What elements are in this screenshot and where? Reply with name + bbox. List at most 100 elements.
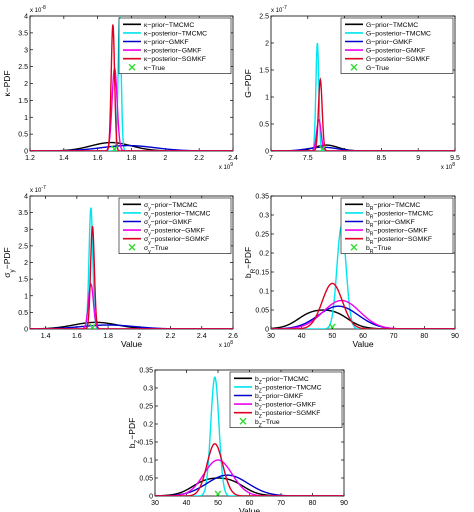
true-marker xyxy=(111,145,119,151)
y-tick-label: 3 xyxy=(24,47,28,54)
y-tick-label: 0.35 xyxy=(139,368,153,375)
y-tick-label: 0.5 xyxy=(259,122,269,129)
plot-area xyxy=(30,207,233,329)
subplot-2: 7 7.5 8 8.5 9 9.5 0 0.5 1 1.5 2 2.5x 10-7 x 108 G−PDF… xyxy=(243,5,460,171)
legend-marker xyxy=(239,417,247,425)
x-tick-label: 2.2 xyxy=(194,155,204,162)
x-tick-label: 2.4 xyxy=(228,155,238,162)
legend-label: bR−True xyxy=(366,245,391,255)
legend-label: G−prior−GMKF xyxy=(366,39,412,46)
y-tick-label: 1.5 xyxy=(18,98,28,105)
y-tick-label: 0.3 xyxy=(259,213,269,220)
y-exponent-label: x 10-7 xyxy=(271,5,287,14)
y-tick-label: 1.5 xyxy=(18,277,28,284)
subplot-5: 30 40 50 60 70 80 90 0 0.05 0.1 0.15 0.2 0.25 0.3 0.35… xyxy=(127,368,348,512)
x-tick-label: 60 xyxy=(246,500,254,507)
x-axis-label: Value xyxy=(121,339,142,349)
x-exponent-label: x 108 xyxy=(441,162,455,171)
y-tick-label: 0.3 xyxy=(143,386,153,393)
y-tick-label: 0.25 xyxy=(255,232,269,239)
plot-area xyxy=(30,16,233,151)
y-tick-label: 0 xyxy=(24,327,28,334)
legend-label: κ−posterior−SGMKF xyxy=(144,56,206,63)
legend-label: bZ−posterior−SGMKF xyxy=(255,410,320,420)
y-tick-label: 0 xyxy=(24,149,28,156)
y-tick-label: 4 xyxy=(24,194,28,201)
legend-label: σy−posterior−GMKF xyxy=(144,228,205,238)
x-tick-label: 1.4 xyxy=(59,155,69,162)
legend-label: bZ−True xyxy=(255,419,280,429)
y-tick-label: 0.15 xyxy=(139,440,153,447)
legend-label: κ−posterior−GMKF xyxy=(144,48,201,55)
y-tick-label: 0.35 xyxy=(255,194,269,201)
y-tick-label: 0 xyxy=(149,494,153,501)
x-tick-label: 2.4 xyxy=(197,333,207,340)
x-axis-label: Value xyxy=(239,506,260,512)
x-tick-label: 70 xyxy=(390,333,398,340)
legend-box xyxy=(118,197,232,254)
y-exponent-label: x 10-7 xyxy=(30,185,46,194)
y-tick-label: 0.05 xyxy=(139,476,153,483)
y-tick-label: 4 xyxy=(24,14,28,21)
x-tick-label: 7 xyxy=(269,155,273,162)
legend-label: κ−prior−GMKF xyxy=(144,39,189,46)
x-exponent-power: 8 xyxy=(230,340,233,346)
legend-label: bR−prior−GMKF xyxy=(366,219,415,229)
x-tick-label: 50 xyxy=(214,500,222,507)
x-tick-label: 40 xyxy=(298,333,306,340)
x-tick-label: 1.8 xyxy=(103,333,113,340)
y-tick-label: 1 xyxy=(265,95,269,102)
series-line-3 xyxy=(271,305,455,329)
y-tick-label: 3 xyxy=(24,227,28,234)
y-exponent-power: -8 xyxy=(41,5,46,11)
legend-label: bZ−prior−GMKF xyxy=(255,393,303,403)
x-tick-label: 9.5 xyxy=(450,155,460,162)
y-tick-label: 1.5 xyxy=(259,68,269,75)
series-line-1 xyxy=(155,477,344,496)
legend-marker xyxy=(350,243,358,251)
legend-label: G−posterior−GMKF xyxy=(366,48,425,55)
legend-label: bZ−posterior−TMCMC xyxy=(255,384,322,394)
legend-label: bZ−posterior−GMKF xyxy=(255,402,316,412)
plot-area xyxy=(271,42,455,151)
legend: σy−prior−TMCMCσy−posterior−TMCMCσy−prior… xyxy=(118,197,232,255)
series-line-4 xyxy=(271,299,455,329)
legend-label: κ−True xyxy=(144,65,165,72)
legend-label: bZ−prior−TMCMC xyxy=(255,376,309,386)
legend-label: σy−True xyxy=(144,245,169,255)
y-tick-label: 0.25 xyxy=(139,404,153,411)
x-tick-label: 30 xyxy=(151,500,159,507)
x-tick-label: 1.6 xyxy=(93,155,103,162)
legend-label: κ−posterior−TMCMC xyxy=(144,30,207,37)
x-exponent-power: 9 xyxy=(230,162,233,168)
true-marker xyxy=(319,145,327,151)
x-tick-label: 40 xyxy=(183,500,191,507)
x-tick-label: 8.5 xyxy=(377,155,387,162)
x-tick-label: 2 xyxy=(163,155,167,162)
y-tick-label: 2 xyxy=(24,260,28,267)
x-tick-label: 1.4 xyxy=(41,333,51,340)
x-tick-label: 2.2 xyxy=(166,333,176,340)
y-exponent-power: -7 xyxy=(41,185,46,191)
legend-label: σy−posterior−SGMKF xyxy=(144,236,209,246)
legend-label: G−posterior−TMCMC xyxy=(366,30,431,37)
y-tick-label: 0 xyxy=(265,327,269,334)
series-line-1 xyxy=(30,321,233,329)
x-tick-label: 9 xyxy=(416,155,420,162)
legend-marker xyxy=(128,63,136,71)
legend-marker xyxy=(350,63,358,71)
y-tick-label: 0.2 xyxy=(259,251,269,258)
x-axis-label: Value xyxy=(352,339,373,349)
subplot-3: 1.4 1.6 1.8 2 2.2 2.4 2.600.511.522.533.54x 10… xyxy=(2,185,238,349)
plot-area xyxy=(271,225,455,329)
y-exponent-label: x 10-8 xyxy=(30,5,46,14)
y-axis-label: G−PDF xyxy=(243,69,253,98)
plot-area xyxy=(155,376,344,496)
y-tick-label: 3.5 xyxy=(18,30,28,37)
legend-label: bR−posterior−SGMKF xyxy=(366,236,432,246)
true-marker xyxy=(328,323,336,329)
legend-label: bR−posterior−GMKF xyxy=(366,228,428,238)
legend-marker xyxy=(128,243,136,251)
y-tick-label: 0 xyxy=(265,149,269,156)
true-marker xyxy=(214,490,222,496)
